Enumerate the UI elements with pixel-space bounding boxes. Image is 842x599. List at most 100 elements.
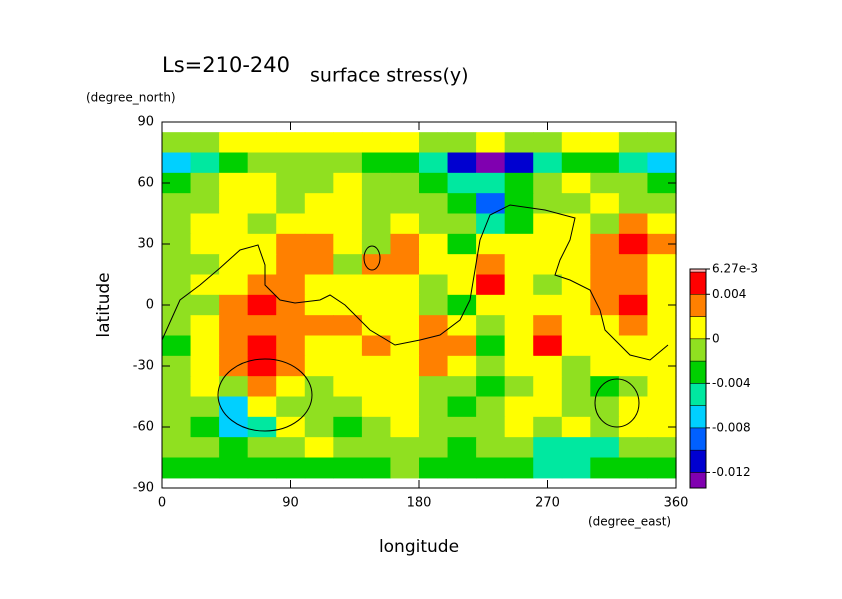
- field-cell: [390, 213, 420, 235]
- field-cell: [476, 152, 506, 174]
- field-cell: [476, 376, 506, 398]
- x-tick-label: 90: [282, 496, 299, 511]
- field-cell: [162, 172, 192, 194]
- field-cell: [276, 355, 306, 377]
- field-cell: [504, 254, 534, 276]
- field-cell: [304, 437, 334, 459]
- field-cell: [533, 335, 563, 357]
- field-cell: [247, 132, 277, 154]
- field: [162, 132, 677, 479]
- field-cell: [533, 457, 563, 479]
- coastline: [594, 378, 640, 428]
- field-cell: [333, 355, 363, 377]
- field-cell: [276, 294, 306, 316]
- field-cell: [333, 457, 363, 479]
- field-cell: [504, 132, 534, 154]
- field-cell: [419, 437, 449, 459]
- field-cell: [647, 213, 677, 235]
- field-cell: [561, 193, 591, 215]
- field-cell: [590, 437, 620, 459]
- field-cell: [361, 233, 392, 255]
- colorbar-band: [689, 405, 707, 429]
- field-cell: [304, 172, 334, 194]
- field-cell: [162, 416, 192, 438]
- field-cell: [390, 132, 420, 154]
- field-cell: [504, 396, 534, 418]
- y-tick-label: 0: [146, 298, 154, 313]
- y-unit: (degree_north): [86, 91, 176, 105]
- field-cell: [618, 274, 649, 296]
- colorbar-tick-label: 0.004: [712, 287, 746, 301]
- field-cell: [304, 416, 334, 438]
- field-cell: [447, 132, 477, 154]
- field-cell: [219, 294, 249, 316]
- field-cell: [276, 416, 306, 438]
- field-cell: [276, 152, 306, 174]
- colorbar-band: [689, 449, 707, 473]
- field-cell: [647, 233, 677, 255]
- colorbar-tick-label: 0: [712, 331, 720, 345]
- field-cell: [162, 132, 192, 154]
- field-cell: [476, 416, 506, 438]
- field-cell: [561, 254, 591, 276]
- field-cell: [447, 193, 477, 215]
- field-cell: [190, 335, 220, 357]
- field-cell: [333, 294, 363, 316]
- field-cell: [533, 416, 563, 438]
- field-cell: [190, 294, 220, 316]
- field-cell: [276, 233, 306, 255]
- field-cell: [447, 274, 477, 296]
- field-cell: [361, 132, 392, 154]
- field-cell: [247, 416, 277, 438]
- colorbar-band: [689, 316, 707, 340]
- field-cell: [333, 274, 363, 296]
- field-cell: [419, 416, 449, 438]
- field-cell: [419, 355, 449, 377]
- field-cell: [533, 376, 563, 398]
- field-cell: [590, 233, 620, 255]
- field-cell: [618, 254, 649, 276]
- field-cell: [304, 213, 334, 235]
- field-cell: [504, 335, 534, 357]
- field-cell: [190, 355, 220, 377]
- field-cell: [647, 457, 677, 479]
- field-cell: [561, 396, 591, 418]
- field-cell: [476, 254, 506, 276]
- field-cell: [190, 315, 220, 337]
- field-cell: [590, 315, 620, 337]
- field-cell: [190, 132, 220, 154]
- field-cell: [390, 193, 420, 215]
- field-cell: [390, 274, 420, 296]
- field-cell: [333, 396, 363, 418]
- field-cell: [276, 376, 306, 398]
- field-cell: [618, 132, 649, 154]
- field-cell: [390, 233, 420, 255]
- field-cell: [533, 254, 563, 276]
- field-cell: [361, 457, 392, 479]
- field-cell: [333, 315, 363, 337]
- field-cell: [162, 396, 192, 418]
- field-cell: [533, 172, 563, 194]
- field-cell: [190, 376, 220, 398]
- field-cell: [190, 416, 220, 438]
- field-cell: [647, 437, 677, 459]
- field-cell: [419, 396, 449, 418]
- x-unit: (degree_east): [588, 515, 671, 529]
- colorbar-band: [689, 271, 707, 295]
- y-tick-label: 90: [137, 115, 154, 130]
- field-cell: [219, 416, 249, 438]
- y-tick-label: -60: [133, 420, 154, 435]
- field-cell: [647, 335, 677, 357]
- field-cell: [190, 213, 220, 235]
- field-cell: [162, 335, 192, 357]
- field-cell: [276, 132, 306, 154]
- field-cell: [390, 376, 420, 398]
- field-cell: [561, 294, 591, 316]
- field-cell: [447, 152, 477, 174]
- field-cell: [333, 132, 363, 154]
- field-cell: [361, 376, 392, 398]
- field-cell: [247, 233, 277, 255]
- field-cell: [390, 294, 420, 316]
- field-cell: [504, 233, 534, 255]
- field-cell: [190, 457, 220, 479]
